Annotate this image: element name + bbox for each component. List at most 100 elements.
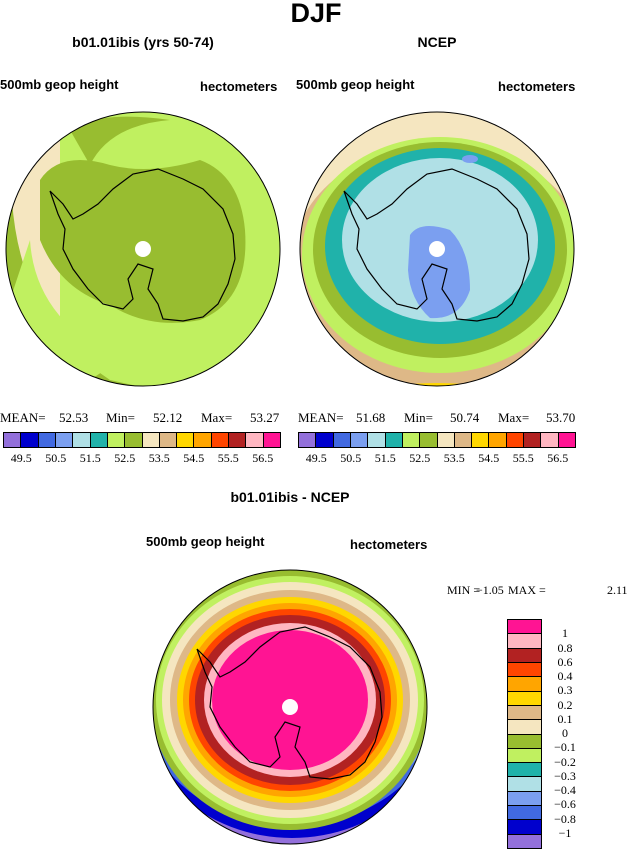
colorbar-swatch — [558, 433, 575, 447]
difference-variable: 500mb geop height — [146, 534, 265, 549]
colorbar-tick-label: 0 — [562, 726, 568, 740]
colorbar-swatch — [489, 433, 507, 447]
colorbar-difference — [507, 619, 542, 849]
colorbar-tick-label: 49.5 — [305, 451, 327, 465]
colorbar-swatch — [142, 433, 160, 447]
colorbar-swatch — [350, 433, 369, 447]
colorbar-swatch — [402, 433, 421, 447]
colorbar-tick-label: −0.3 — [554, 768, 576, 783]
max-value: 53.70 — [546, 410, 576, 425]
difference-title: b01.01ibis - NCEP — [230, 489, 350, 505]
max-value: 53.27 — [250, 410, 280, 425]
colorbar-tick-label: 54.5 — [183, 451, 205, 465]
pole-marker — [429, 241, 445, 257]
colorbar-swatch — [508, 648, 541, 663]
colorbar-swatch — [508, 691, 541, 706]
colorbar-swatch — [90, 433, 108, 447]
colorbar-swatch — [524, 433, 542, 447]
colorbar-swatch — [177, 433, 195, 447]
colorbar-tick-label: 52.5 — [409, 451, 431, 465]
colorbar-swatch — [508, 677, 541, 692]
colorbar-swatch — [508, 820, 541, 835]
colorbar-swatch — [508, 763, 541, 778]
min-label: MIN = — [447, 583, 481, 597]
mean-label: MEAN= — [298, 410, 344, 425]
colorbar-swatch — [508, 834, 541, 848]
colorbar-tick-label: 49.5 — [10, 451, 32, 465]
min-label: Min= — [404, 410, 434, 425]
colorbar-swatch — [73, 433, 91, 447]
max-label: Max= — [498, 410, 530, 425]
colorbar-swatch — [368, 433, 386, 447]
colorbar-swatch — [508, 720, 541, 735]
colorbar-swatch — [454, 433, 473, 447]
colorbar-tick-label: 1 — [562, 626, 568, 641]
figure-title: DJF — [290, 0, 342, 28]
mean-value: 51.68 — [356, 410, 386, 425]
colorbar-tick-label: 53.5 — [148, 451, 170, 465]
max-value: 2.11 — [607, 583, 628, 597]
colorbar-tick-label: 56.5 — [547, 451, 569, 465]
colorbar-tick-label: 50.5 — [340, 451, 362, 465]
colorbar-swatch — [541, 433, 559, 447]
colorbar-swatch — [38, 433, 56, 447]
colorbar-tick-label: 51.5 — [79, 451, 101, 465]
colorbar-tick-label: 0.3 — [557, 683, 573, 698]
colorbar-swatch — [506, 433, 525, 447]
panel-right-variable: 500mb geop height — [296, 77, 415, 92]
colorbar-swatch — [211, 433, 230, 447]
min-value: 52.12 — [153, 410, 183, 425]
min-label: Min= — [106, 410, 136, 425]
colorbar-tick-label: 51.5 — [374, 451, 396, 465]
map-difference-border — [152, 569, 428, 845]
colorbar-tick-label: 56.5 — [252, 451, 274, 465]
colorbar-swatch — [21, 433, 39, 447]
colorbar-tick-label: 55.5 — [217, 451, 239, 465]
colorbar-swatch — [508, 705, 541, 721]
colorbar-tick-label: 0.4 — [557, 669, 573, 683]
colorbar-tick-label: 0.2 — [557, 697, 573, 712]
colorbar-swatch — [508, 634, 541, 649]
map-model-border — [5, 111, 281, 387]
colorbar-swatch — [508, 734, 541, 749]
colorbar-swatch — [194, 433, 212, 447]
colorbar-swatch — [385, 433, 403, 447]
colorbar-tick-label: 55.5 — [512, 451, 534, 465]
colorbar-swatch — [246, 433, 264, 447]
colorbar-tick-label: 53.5 — [443, 451, 465, 465]
colorbar-tick-label: 50.5 — [45, 451, 67, 465]
colorbar-tick-label: −0.2 — [554, 754, 576, 769]
colorbar-swatch — [125, 433, 143, 447]
colorbar-tick-label: 0.6 — [557, 654, 573, 669]
colorbar-tick-label: 0.1 — [557, 711, 573, 726]
panel-left-variable: 500mb geop height — [0, 77, 119, 92]
pole-marker — [135, 241, 151, 257]
colorbar-swatch — [508, 748, 541, 764]
colorbar-tick-label: 0.8 — [557, 640, 573, 655]
colorbar-right — [298, 432, 576, 448]
colorbar-tick-label: −0.8 — [554, 811, 576, 826]
panel-left-units: hectometers — [200, 79, 278, 94]
colorbar-swatch — [4, 433, 22, 447]
colorbar-tick-label: −0.4 — [554, 783, 576, 797]
colorbar-swatch — [107, 433, 126, 447]
mean-label: MEAN= — [0, 410, 46, 425]
min-value: 50.74 — [450, 410, 480, 425]
pole-marker — [282, 699, 298, 715]
max-label: MAX = — [508, 583, 546, 597]
colorbar-swatch — [508, 662, 541, 678]
max-label: Max= — [201, 410, 233, 425]
difference-units: hectometers — [350, 537, 428, 552]
colorbar-swatch — [55, 433, 74, 447]
colorbar-swatch — [229, 433, 247, 447]
panel-right-title: NCEP — [417, 34, 457, 50]
colorbar-left — [3, 432, 281, 448]
colorbar-tick-label: −1 — [558, 825, 572, 840]
panel-left-title: b01.01ibis (yrs 50-74) — [72, 34, 214, 50]
colorbar-swatch — [316, 433, 334, 447]
colorbar-tick-label: 54.5 — [478, 451, 500, 465]
colorbar-swatch — [333, 433, 351, 447]
colorbar-swatch — [437, 433, 455, 447]
